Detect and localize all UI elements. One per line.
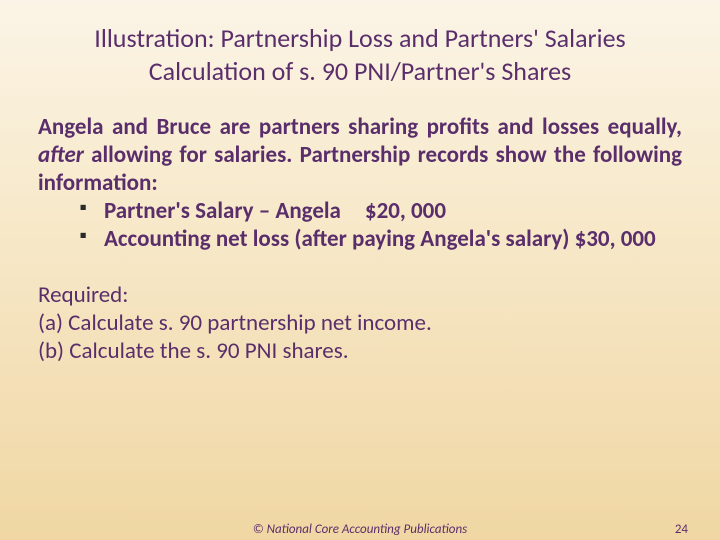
bullet-netloss-text: Accounting net loss (after paying Angela… — [104, 225, 656, 253]
intro-italic: after — [38, 141, 84, 169]
required-a: (a) Calculate s. 90 partnership net inco… — [38, 309, 682, 337]
intro-part2: allowing for salaries. Partnership recor… — [38, 141, 682, 197]
slide: Illustration: Partnership Loss and Partn… — [0, 0, 720, 540]
intro-block: Angela and Bruce are partners sharing pr… — [38, 113, 682, 253]
intro-part1: Angela and Bruce are partners sharing pr… — [38, 113, 682, 141]
intro-paragraph: Angela and Bruce are partners sharing pr… — [38, 113, 682, 197]
footer-copyright: © National Core Accounting Publications — [0, 522, 720, 537]
bullet-salary-label: Partner's Salary – Angela — [104, 197, 341, 225]
title-line-2: Calculation of s. 90 PNI/Partner's Share… — [149, 55, 571, 87]
required-b: (b) Calculate the s. 90 PNI shares. — [38, 337, 682, 365]
slide-title: Illustration: Partnership Loss and Partn… — [68, 22, 652, 87]
title-line-1: Illustration: Partnership Loss and Partn… — [94, 22, 625, 54]
bullet-salary-amount: $20, 000 — [365, 197, 446, 225]
list-item: Partner's Salary – Angela $20, 000 — [80, 197, 682, 225]
list-item: Accounting net loss (after paying Angela… — [80, 225, 682, 253]
footer-page-number: 24 — [675, 522, 688, 537]
bullet-list: Partner's Salary – Angela $20, 000 Accoun… — [38, 197, 682, 253]
required-block: Required: (a) Calculate s. 90 partnershi… — [38, 281, 682, 365]
required-heading: Required: — [38, 281, 682, 309]
